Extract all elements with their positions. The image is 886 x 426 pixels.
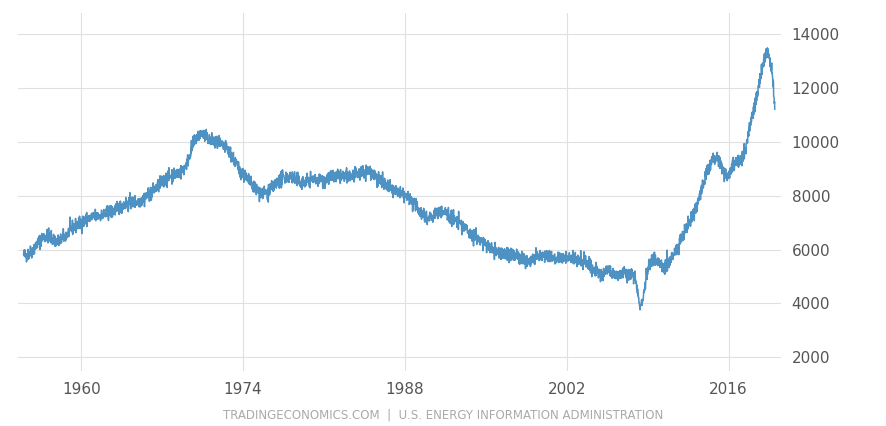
Text: TRADINGECONOMICS.COM  |  U.S. ENERGY INFORMATION ADMINISTRATION: TRADINGECONOMICS.COM | U.S. ENERGY INFOR… [223,409,663,422]
